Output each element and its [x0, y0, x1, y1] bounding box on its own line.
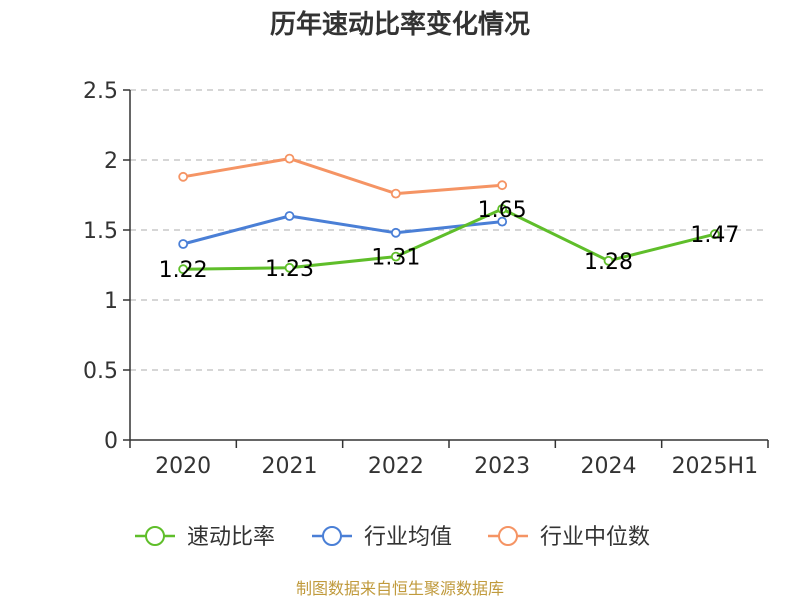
x-tick-label: 2023 — [474, 454, 530, 479]
data-point — [497, 216, 508, 227]
data-point — [284, 153, 295, 164]
data-label: 1.47 — [690, 223, 739, 248]
data-point — [497, 204, 508, 214]
series-line — [182, 214, 503, 246]
series-3 — [178, 153, 508, 199]
data-label: 1.22 — [159, 258, 208, 283]
data-point — [390, 188, 401, 199]
grid-lines — [130, 89, 768, 371]
x-tick-label: 2022 — [368, 454, 424, 479]
x-tick-label: 2021 — [262, 454, 318, 479]
series-line — [183, 207, 716, 271]
series-line — [182, 157, 503, 196]
data-point — [178, 264, 189, 275]
data-label: 1.28 — [584, 250, 633, 275]
data-label: 1.23 — [265, 257, 314, 282]
y-tick-label: 1.5 — [83, 219, 118, 244]
data-point — [178, 239, 189, 249]
legend-label: 行业中位数 — [540, 525, 650, 550]
chart-title: 历年速动比率变化情况 — [270, 9, 530, 40]
data-label: 1.31 — [371, 246, 420, 271]
legend-label: 行业均值 — [364, 525, 452, 550]
x-tick-label: 2025H1 — [672, 454, 759, 479]
y-tick-label: 2 — [104, 149, 118, 174]
axes: 0 0.5 1 1.5 2 2.5 2020 2021 2022 2023 2024 2025H1 — [83, 79, 769, 479]
legend-marker — [498, 526, 518, 546]
data-point — [390, 251, 401, 262]
x-tick-label: 2024 — [581, 454, 637, 479]
series-1 — [178, 204, 720, 275]
legend-item: 速动比率 — [135, 525, 275, 550]
y-tick-label: 0.5 — [83, 359, 118, 384]
legend-item: 行业均值 — [312, 525, 452, 550]
data-point — [178, 171, 189, 182]
x-tick-label: 2020 — [155, 454, 211, 479]
data-point — [603, 255, 614, 266]
legend-marker — [322, 526, 342, 546]
legend-marker — [145, 526, 165, 546]
legend-label: 速动比率 — [187, 525, 275, 550]
series-layer — [178, 153, 720, 275]
data-point — [284, 211, 295, 221]
data-labels: 1.22 1.23 1.31 1.65 1.28 1.47 — [159, 198, 740, 283]
data-point — [709, 229, 720, 240]
legend-item: 行业中位数 — [488, 525, 650, 550]
y-tick-label: 0 — [104, 429, 118, 454]
legend: 速动比率 行业均值 行业中位数 — [135, 525, 650, 550]
data-label: 1.65 — [478, 198, 527, 223]
y-tick-label: 2.5 — [83, 79, 118, 104]
source-note: 制图数据来自恒生聚源数据库 — [296, 579, 504, 598]
data-point — [497, 180, 508, 191]
y-tick-label: 1 — [104, 289, 118, 314]
series-2 — [178, 211, 508, 249]
data-point — [284, 262, 295, 273]
data-point — [390, 227, 401, 238]
